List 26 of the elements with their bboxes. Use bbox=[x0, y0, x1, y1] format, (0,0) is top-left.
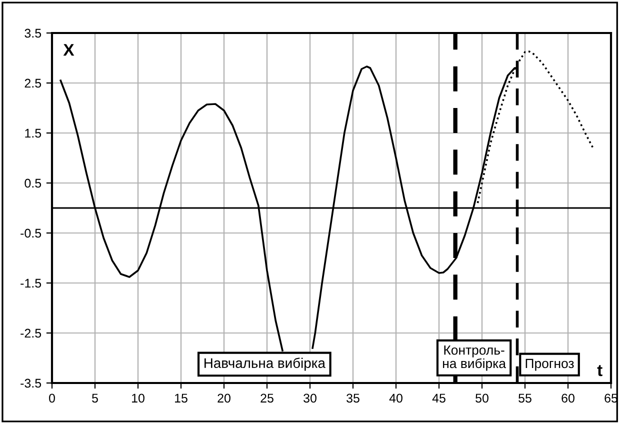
annotation: Контроль- на вибірка bbox=[443, 346, 506, 371]
y-axis-title: X bbox=[63, 44, 74, 56]
y-tick-label: -3.5 bbox=[20, 378, 42, 388]
x-tick-label: 5 bbox=[92, 394, 98, 403]
x-tick-label: 0 bbox=[49, 394, 55, 403]
x-tick-label: 20 bbox=[218, 394, 230, 403]
y-tick-label: 1.5 bbox=[25, 128, 42, 138]
x-tick-label: 25 bbox=[260, 394, 274, 403]
y-tick-label: 0.5 bbox=[24, 178, 42, 188]
y-tick-label: 3.5 bbox=[24, 28, 42, 38]
x-tick-label: 35 bbox=[346, 394, 360, 403]
annotation: Прогноз bbox=[526, 358, 574, 371]
y-tick-label: 2.5 bbox=[24, 78, 42, 88]
y-tick-label: -0.5 bbox=[20, 228, 42, 238]
x-tick-label: 45 bbox=[432, 394, 446, 403]
annotation: Навчальна вибірка bbox=[204, 358, 326, 371]
x-tick-label: 50 bbox=[476, 394, 488, 403]
x-tick-label: 10 bbox=[132, 394, 144, 403]
x-tick-label: 40 bbox=[389, 394, 402, 403]
y-tick-label: -2.5 bbox=[20, 328, 42, 338]
x-tick-label: 55 bbox=[518, 394, 532, 403]
x-axis-title: t bbox=[597, 365, 602, 376]
x-tick-label: 60 bbox=[562, 394, 574, 403]
x-tick-label: 30 bbox=[304, 394, 316, 403]
y-tick-label: -1.5 bbox=[20, 278, 42, 288]
x-tick-label: 15 bbox=[175, 394, 188, 403]
